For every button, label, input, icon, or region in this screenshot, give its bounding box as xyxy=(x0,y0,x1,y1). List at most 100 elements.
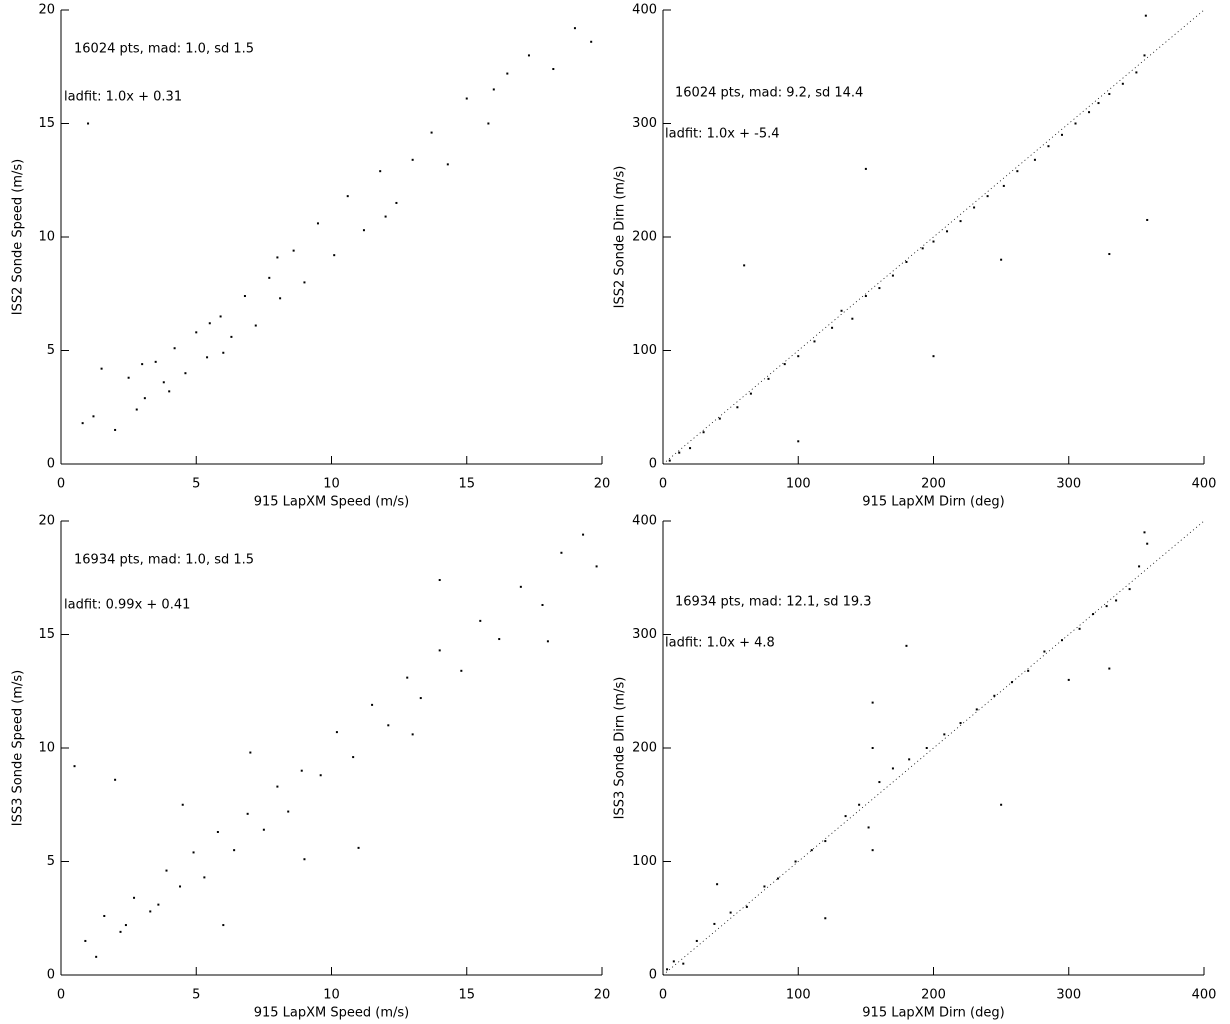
point xyxy=(446,163,449,166)
point xyxy=(157,903,160,906)
point xyxy=(206,356,209,359)
point xyxy=(1033,158,1036,161)
point xyxy=(335,731,338,734)
point xyxy=(276,785,279,788)
x-tick-label: 400 xyxy=(1192,988,1217,1003)
point xyxy=(993,694,996,697)
point xyxy=(179,885,182,888)
point xyxy=(292,249,295,252)
point xyxy=(254,324,257,327)
y-tick-label: 15 xyxy=(38,116,55,131)
x-tick-label: 200 xyxy=(921,477,946,492)
point xyxy=(716,883,719,886)
point xyxy=(498,638,501,641)
x-tick-label: 200 xyxy=(921,988,946,1003)
point xyxy=(858,803,861,806)
point xyxy=(124,924,127,927)
point xyxy=(168,390,171,393)
point xyxy=(973,206,976,209)
point xyxy=(149,910,152,913)
point xyxy=(527,54,530,57)
point xyxy=(465,97,468,100)
point xyxy=(905,260,908,263)
point xyxy=(195,331,198,334)
point xyxy=(230,335,233,338)
y-axis-title: ISS3 Sonde Speed (m/s) xyxy=(11,670,26,826)
point xyxy=(184,372,187,375)
point xyxy=(864,167,867,170)
point xyxy=(878,287,881,290)
point xyxy=(975,708,978,711)
point xyxy=(371,703,374,706)
point xyxy=(867,826,870,829)
point xyxy=(135,408,138,411)
point xyxy=(959,722,962,725)
point xyxy=(316,222,319,225)
point xyxy=(141,363,144,366)
point xyxy=(736,406,739,409)
point xyxy=(1060,639,1063,642)
point xyxy=(162,381,165,384)
y-tick-label: 10 xyxy=(38,230,55,245)
point xyxy=(379,170,382,173)
point xyxy=(844,815,847,818)
point xyxy=(519,585,522,588)
point xyxy=(590,40,593,43)
point xyxy=(1108,253,1111,256)
point xyxy=(1010,681,1013,684)
point xyxy=(154,360,157,363)
annotation: 16024 pts, mad: 1.0, sd 1.5 xyxy=(74,42,254,57)
point xyxy=(1002,184,1005,187)
point xyxy=(560,551,563,554)
point xyxy=(749,392,752,395)
point xyxy=(1135,71,1138,74)
point xyxy=(357,846,360,849)
point xyxy=(713,922,716,925)
point xyxy=(1027,669,1030,672)
point xyxy=(479,619,482,622)
point xyxy=(303,281,306,284)
x-tick-label: 0 xyxy=(659,988,667,1003)
x-tick-label: 20 xyxy=(594,477,611,492)
point xyxy=(438,649,441,652)
point xyxy=(743,264,746,267)
y-tick-label: 5 xyxy=(47,343,55,358)
point xyxy=(666,968,669,971)
point xyxy=(718,417,721,420)
point xyxy=(384,215,387,218)
point xyxy=(262,828,265,831)
point xyxy=(767,377,770,380)
point xyxy=(411,158,414,161)
point xyxy=(1088,111,1091,114)
annotation: 16024 pts, mad: 9.2, sd 14.4 xyxy=(675,86,863,101)
point xyxy=(682,962,685,965)
point xyxy=(319,774,322,777)
point xyxy=(763,885,766,888)
point xyxy=(672,960,675,963)
point xyxy=(986,195,989,198)
point xyxy=(1078,627,1081,630)
y-tick-label: 0 xyxy=(649,457,657,472)
point xyxy=(1047,145,1050,148)
point xyxy=(1074,122,1077,125)
point xyxy=(1092,613,1095,616)
point xyxy=(959,220,962,223)
point xyxy=(81,422,84,425)
point xyxy=(87,122,90,125)
point xyxy=(871,701,874,704)
point xyxy=(925,747,928,749)
point xyxy=(222,351,225,354)
point xyxy=(891,767,894,770)
x-tick-label: 0 xyxy=(57,477,65,492)
y-tick-label: 100 xyxy=(632,854,657,869)
point xyxy=(871,747,874,749)
point xyxy=(1121,82,1124,85)
point xyxy=(840,309,843,312)
x-tick-label: 0 xyxy=(57,988,65,1003)
x-tick-label: 15 xyxy=(458,988,475,1003)
point xyxy=(582,533,585,536)
point xyxy=(387,724,390,727)
identity-line xyxy=(662,520,1205,976)
point xyxy=(702,431,705,434)
x-tick-label: 100 xyxy=(786,988,811,1003)
